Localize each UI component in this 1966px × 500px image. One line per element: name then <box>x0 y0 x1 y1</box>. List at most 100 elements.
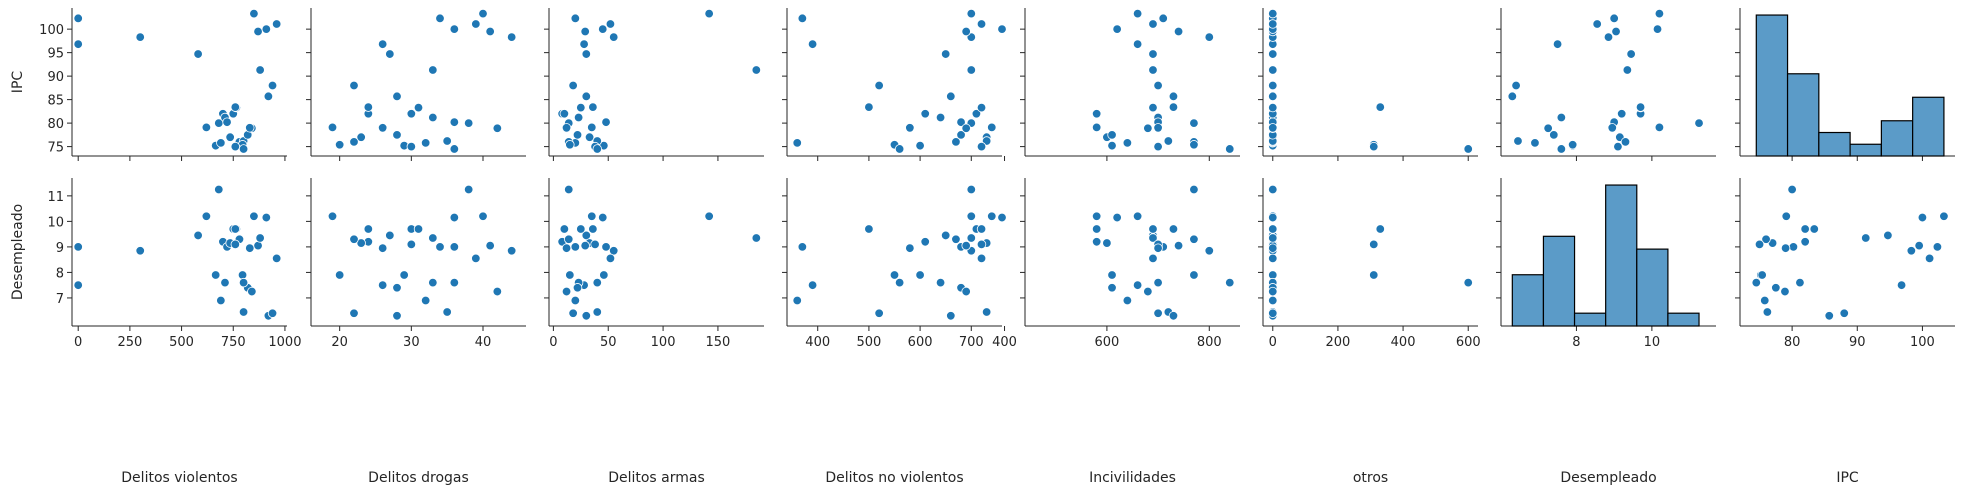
scatter-point <box>1132 280 1143 290</box>
scatter-point <box>1107 283 1117 293</box>
scatter-point <box>1607 123 1617 133</box>
scatter-point <box>601 117 611 127</box>
scatter-point <box>1168 91 1179 102</box>
scatter-point <box>435 13 445 24</box>
scatter-point <box>1800 224 1810 234</box>
scatter-point <box>1153 308 1163 318</box>
scatter-point <box>1153 277 1163 288</box>
scatter-point <box>377 123 388 133</box>
scatter-point <box>435 242 445 252</box>
scatter-point <box>225 132 235 142</box>
scatter-point <box>363 102 374 112</box>
scatter-point <box>1592 19 1602 29</box>
scatter-point <box>1091 122 1102 133</box>
scatter-point <box>1268 65 1278 75</box>
scatter-point <box>559 109 570 119</box>
scatter-point <box>1148 19 1158 29</box>
scatter-point <box>573 112 584 123</box>
histogram-bar <box>1786 73 1820 157</box>
scatter-point <box>588 102 598 112</box>
scatter-point <box>506 246 517 256</box>
scatter-point <box>792 138 802 148</box>
scatter-point <box>581 91 591 102</box>
scatter-point <box>1268 49 1278 59</box>
scatter-point <box>1107 130 1117 140</box>
scatter-point <box>222 117 232 127</box>
x-axis-label: Desempleado <box>1560 470 1656 486</box>
scatter-point <box>449 117 460 127</box>
scatter-point <box>73 280 83 290</box>
scatter-point <box>704 211 714 221</box>
scatter-point <box>1788 242 1799 252</box>
scatter-point <box>966 8 976 19</box>
scatter-point <box>568 80 578 91</box>
scatter-point <box>230 141 241 152</box>
scatter-point <box>327 122 338 133</box>
scatter-point <box>601 242 611 252</box>
y-tick-label: 7 <box>56 292 64 307</box>
scatter-point <box>363 224 374 234</box>
scatter-point <box>449 144 460 154</box>
scatter-point <box>1268 233 1278 243</box>
scatter-point <box>956 130 966 140</box>
scatter-point <box>1143 123 1153 133</box>
scatter-point <box>956 117 966 127</box>
scatter-point <box>598 24 608 34</box>
scatter-point <box>478 211 488 221</box>
scatter-point <box>1189 118 1199 128</box>
scatter-point <box>1153 123 1163 133</box>
scatter-point <box>1754 239 1765 250</box>
scatter-point <box>1268 212 1278 223</box>
scatter-point <box>349 137 359 147</box>
scatter-point <box>449 212 460 223</box>
scatter-point <box>1652 24 1663 34</box>
scatter-point <box>1091 211 1102 221</box>
x-tick-label: 0 <box>74 335 82 350</box>
x-tick-label: 0 <box>1269 335 1277 350</box>
scatter-point <box>1635 102 1646 112</box>
scatter-point <box>580 240 590 251</box>
scatter-point <box>356 238 366 248</box>
scatter-point <box>961 286 971 297</box>
histogram-bar <box>1755 14 1789 157</box>
y-tick-label: 10 <box>47 215 64 230</box>
scatter-point <box>905 243 915 253</box>
scatter-point <box>570 13 581 24</box>
histogram-bar <box>1542 235 1576 327</box>
scatter-point <box>238 144 249 154</box>
x-tick-label: 400 <box>805 335 830 350</box>
scatter-point <box>1168 224 1179 234</box>
scatter-point <box>413 102 424 113</box>
scatter-point <box>492 286 503 297</box>
scatter-point <box>915 140 925 151</box>
scatter-point <box>1511 80 1521 91</box>
scatter-point <box>1268 308 1278 318</box>
scatter-point <box>1760 295 1770 306</box>
scatter-point <box>1761 234 1771 244</box>
scatter-point <box>271 19 282 29</box>
scatter-point <box>1268 253 1278 264</box>
scatter-point <box>1626 49 1636 59</box>
scatter-point <box>564 184 574 195</box>
scatter-point <box>1148 233 1158 243</box>
scatter-point <box>135 32 145 42</box>
scatter-point <box>1757 270 1767 280</box>
scatter-point <box>935 277 946 288</box>
scatter-point <box>1809 224 1819 234</box>
scatter-point <box>267 308 278 318</box>
scatter-point <box>1204 246 1214 256</box>
y-axis-label: IPC <box>10 71 26 94</box>
scatter-point <box>1620 137 1631 147</box>
scatter-point <box>406 141 417 152</box>
scatter-point <box>193 49 203 59</box>
scatter-point <box>946 91 956 102</box>
scatter-point <box>981 307 992 317</box>
x-tick-label: 20 <box>331 335 348 350</box>
scatter-point <box>220 277 230 288</box>
scatter-point <box>580 26 590 37</box>
scatter-point <box>1091 237 1102 247</box>
scatter-point <box>271 253 282 264</box>
scatter-point <box>1939 211 1949 221</box>
